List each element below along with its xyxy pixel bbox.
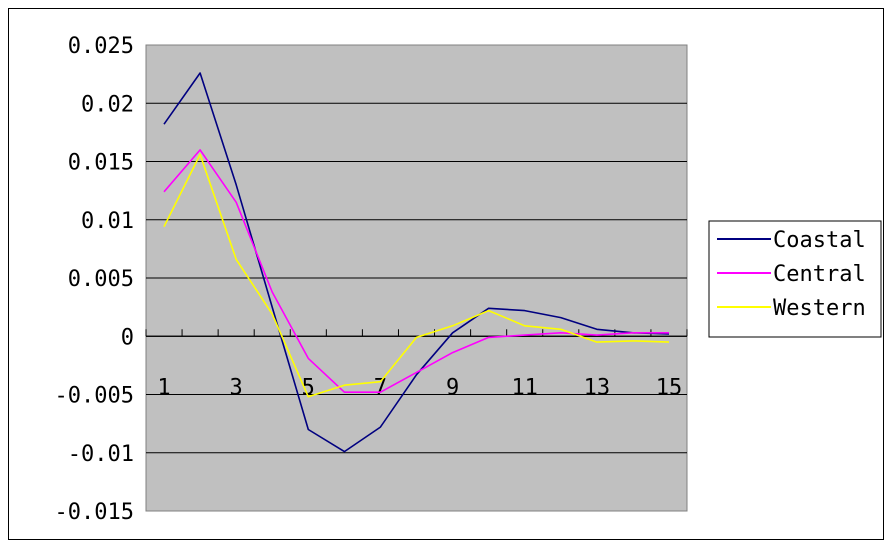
series-line-central bbox=[163, 149, 669, 394]
x-tick-label: 5 bbox=[302, 375, 315, 400]
y-tick-label: 0.02 bbox=[81, 92, 134, 117]
y-tick-label: 0.005 bbox=[68, 267, 134, 292]
x-tick-label: 3 bbox=[230, 375, 243, 400]
x-tick-label: 15 bbox=[656, 375, 683, 400]
x-tick-label: 13 bbox=[584, 375, 611, 400]
legend-box bbox=[708, 220, 882, 338]
x-tick-label: 7 bbox=[374, 375, 387, 400]
y-tick-label: 0.01 bbox=[81, 209, 134, 234]
series-line-coastal bbox=[163, 72, 670, 453]
y-tick-label: -0.01 bbox=[68, 442, 134, 467]
y-tick-label: -0.015 bbox=[55, 500, 134, 525]
legend-label-western: Western bbox=[773, 296, 866, 321]
y-tick-label: 0.025 bbox=[68, 34, 134, 59]
legend-label-central: Central bbox=[773, 262, 866, 287]
x-tick-label: 9 bbox=[446, 375, 459, 400]
series-line-western bbox=[163, 153, 670, 398]
y-tick-label: 0 bbox=[121, 325, 134, 350]
y-tick-label: 0.015 bbox=[68, 151, 134, 176]
x-tick-label: 1 bbox=[157, 375, 170, 400]
y-tick-label: -0.005 bbox=[55, 384, 134, 409]
chart-frame: 0.025 0.02 0.015 0.01 0.005 0 -0.005 -0.01 -0.01… bbox=[8, 8, 884, 540]
legend-label-coastal: Coastal bbox=[773, 228, 866, 253]
line-chart: 0.025 0.02 0.015 0.01 0.005 0 -0.005 -0.01 -0.01… bbox=[55, 34, 882, 525]
x-tick-label: 11 bbox=[511, 375, 538, 400]
